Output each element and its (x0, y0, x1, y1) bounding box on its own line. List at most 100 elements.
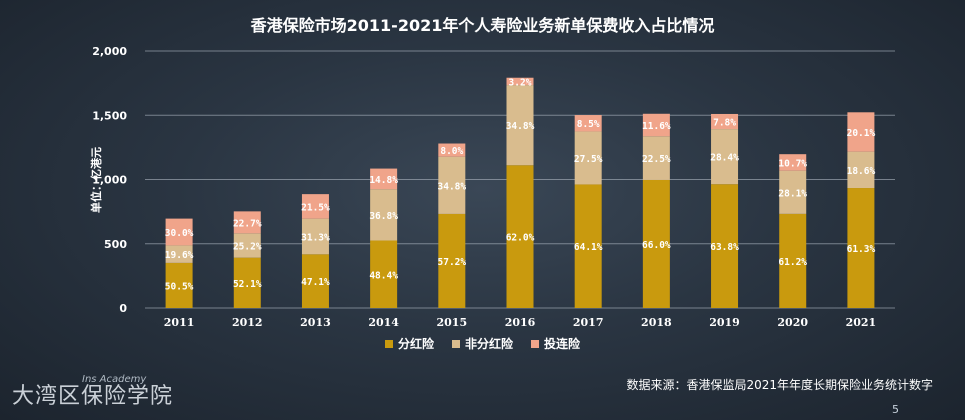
data-label-non-dividend: 34.8% (506, 121, 535, 132)
data-label-unit-linked: 11.6% (642, 121, 671, 132)
data-label-non-dividend: 36.8% (369, 211, 398, 222)
bar-segment-unit-linked (370, 168, 398, 190)
bar-segment-dividend (642, 179, 670, 308)
y-axis-label: 单位：亿港元 (89, 147, 103, 213)
legend-item-dividend: 分红险 (384, 335, 434, 352)
data-source-note: 数据来源：香港保监局2021年年度长期保险业务统计数字 (626, 378, 933, 392)
data-label-unit-linked: 14.8% (369, 175, 398, 186)
data-label-unit-linked: 7.8% (713, 118, 736, 129)
bar-segment-non-dividend (642, 136, 670, 180)
bar-segment-dividend (779, 213, 807, 308)
data-label-non-dividend: 28.1% (778, 188, 807, 199)
bar-segment-non-dividend (506, 85, 534, 166)
data-label-dividend: 52.1% (233, 279, 262, 290)
bar-segment-dividend (165, 262, 193, 308)
bar-segment-dividend (301, 254, 329, 308)
bar-segment-dividend (506, 165, 534, 308)
data-label-dividend: 48.4% (369, 270, 398, 281)
bar-segment-non-dividend (438, 156, 466, 214)
bar-segment-unit-linked (574, 115, 602, 132)
bar-segment-unit-linked (642, 113, 670, 137)
data-label-dividend: 47.1% (301, 277, 330, 288)
bar-segment-unit-linked (233, 211, 261, 234)
bar-segment-non-dividend (711, 129, 739, 185)
academy-logo: 大湾区保险学院 Ins Academy (12, 374, 174, 410)
x-tick-label: 2011 (164, 316, 195, 329)
data-label-dividend: 62.0% (506, 233, 535, 244)
x-tick-label: 2018 (641, 316, 672, 329)
bar-segment-unit-linked (165, 218, 193, 246)
bar-segment-unit-linked (301, 194, 329, 219)
y-tick-label: 1,500 (92, 109, 127, 122)
bar-segment-dividend (370, 240, 398, 308)
bar-segment-non-dividend (165, 245, 193, 263)
legend-item-non-dividend: 非分红险 (451, 335, 513, 352)
data-label-dividend: 63.8% (710, 242, 739, 253)
legend-label-unit-linked: 投连险 (544, 337, 581, 351)
y-tick-label: 2,000 (92, 45, 127, 58)
x-tick-label: 2020 (777, 316, 808, 329)
bar-segment-non-dividend (779, 170, 807, 214)
data-label-non-dividend: 28.4% (710, 153, 739, 164)
chart-legend: 分红险 非分红险 投连险 (0, 335, 965, 352)
data-label-unit-linked: 8.5% (577, 119, 600, 130)
legend-label-dividend: 分红险 (397, 337, 434, 351)
bar-segment-unit-linked (847, 112, 875, 152)
x-tick-label: 2012 (232, 316, 263, 329)
data-label-dividend: 64.1% (574, 242, 603, 253)
data-label-non-dividend: 19.6% (165, 250, 194, 261)
legend-swatch-dividend (384, 339, 393, 348)
x-tick-label: 2014 (368, 316, 399, 329)
chart-title: 香港保险市场2011-2021年个人寿险业务新单保费收入占比情况 (250, 16, 715, 35)
data-label-unit-linked: 10.7% (778, 158, 807, 169)
logo-main-text: 大湾区保险学院 (12, 384, 174, 409)
data-label-unit-linked: 20.1% (847, 128, 876, 139)
bar-segment-dividend (711, 184, 739, 308)
stacked-bar-chart: 0 500 1,000 1,500 2,000 单位：亿港元 50.5% 19.6% 30.0%… (89, 45, 895, 329)
data-label-unit-linked: 22.7% (233, 218, 262, 229)
bar-segment-dividend (438, 213, 466, 308)
data-label-non-dividend: 25.2% (233, 241, 262, 252)
data-label-dividend: 57.2% (438, 257, 467, 268)
bar-segment-dividend (847, 188, 875, 308)
bar-segment-non-dividend (301, 218, 329, 255)
data-label-dividend: 61.2% (778, 257, 807, 268)
data-label-dividend: 66.0% (642, 240, 671, 251)
page-number: 5 (892, 403, 899, 416)
data-label-dividend: 50.5% (165, 281, 194, 292)
data-label-non-dividend: 34.8% (438, 181, 467, 192)
data-label-non-dividend: 27.5% (574, 154, 603, 165)
x-tick-label: 2021 (846, 316, 877, 329)
bar-segment-unit-linked (779, 154, 807, 171)
x-tick-label: 2017 (573, 316, 604, 329)
y-tick-label: 500 (104, 238, 127, 251)
bar-segment-non-dividend (233, 233, 261, 258)
bar-segment-non-dividend (370, 189, 398, 241)
bar-segment-unit-linked (506, 77, 534, 86)
bar-segment-non-dividend (847, 151, 875, 189)
bar-segment-unit-linked (438, 143, 466, 157)
x-tick-label: 2016 (505, 316, 536, 329)
data-label-unit-linked: 8.0% (440, 146, 463, 157)
legend-swatch-unit-linked (531, 339, 539, 348)
data-label-dividend: 61.3% (847, 244, 876, 255)
bar-segment-non-dividend (574, 131, 602, 185)
bar-segment-dividend (574, 184, 602, 308)
x-tick-label: 2013 (300, 316, 331, 329)
data-label-unit-linked: 30.0% (165, 228, 194, 239)
bar-segment-unit-linked (711, 113, 739, 130)
y-tick-label: 0 (119, 302, 127, 315)
data-label-non-dividend: 22.5% (642, 154, 671, 165)
data-label-non-dividend: 18.6% (847, 166, 876, 177)
legend-label-non-dividend: 非分红险 (464, 337, 513, 351)
bar-segment-dividend (233, 257, 261, 308)
x-tick-label: 2019 (709, 316, 740, 329)
legend-swatch-non-dividend (451, 339, 460, 348)
legend-item-unit-linked: 投连险 (531, 335, 580, 352)
data-label-unit-linked: 3.2% (509, 78, 532, 89)
y-tick-label: 1,000 (92, 174, 127, 187)
logo-sub-text: Ins Academy (82, 374, 147, 385)
data-label-unit-linked: 21.5% (301, 202, 330, 213)
data-label-non-dividend: 31.3% (301, 232, 330, 243)
x-tick-label: 2015 (437, 316, 468, 329)
